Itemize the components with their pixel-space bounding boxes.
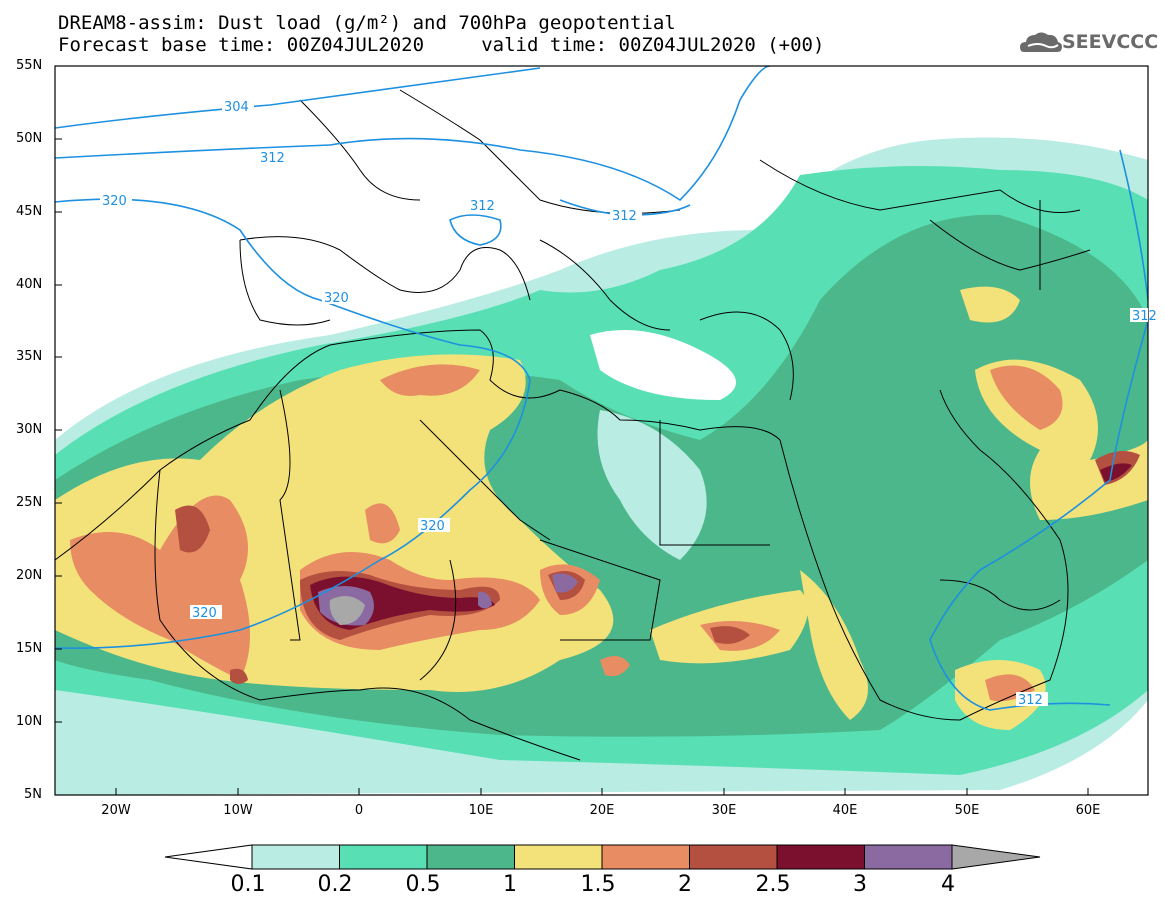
lat-label: 35N xyxy=(16,349,43,364)
map-title: DREAM8-assim: Dust load (g/m²) and 700hP… xyxy=(58,12,676,34)
seevccc-logo: SEEVCCC xyxy=(1062,31,1159,53)
lat-label: 40N xyxy=(16,277,43,292)
lat-label: 25N xyxy=(16,495,43,510)
cloud-icon xyxy=(1020,32,1062,52)
lon-label: 30E xyxy=(711,803,737,818)
lat-label: 55N xyxy=(16,58,43,73)
lat-label: 20N xyxy=(16,568,43,583)
lon-label: 0 xyxy=(354,803,364,818)
contour-label: 304 xyxy=(224,100,249,115)
lon-label: 10E xyxy=(468,803,494,818)
lon-label: 20W xyxy=(101,803,131,818)
contour-label: 320 xyxy=(420,519,445,534)
colorbar-label: 0.2 xyxy=(317,872,353,897)
colorbar-label: 0.1 xyxy=(230,872,266,897)
colorbar-label: 2.5 xyxy=(755,872,791,897)
lat-label: 15N xyxy=(16,641,43,656)
lat-label: 45N xyxy=(16,204,43,219)
lat-label: 5N xyxy=(24,787,42,802)
contour-label: 312 xyxy=(470,199,495,214)
contour-label: 320 xyxy=(324,291,349,306)
lon-label: 40E xyxy=(832,803,858,818)
lat-label: 10N xyxy=(16,714,43,729)
dust-level-1.5 xyxy=(70,495,250,680)
colorbar-label: 3 xyxy=(853,872,867,897)
colorbar-label: 1.5 xyxy=(580,872,616,897)
lon-label: 50E xyxy=(954,803,980,818)
contour-label: 320 xyxy=(192,606,217,621)
colorbar-label: 1 xyxy=(503,872,517,897)
lon-label: 20E xyxy=(589,803,615,818)
lon-label: 10W xyxy=(223,803,253,818)
contour-label: 320 xyxy=(102,194,127,209)
dust-level-4 xyxy=(329,596,365,625)
contour-label: 312 xyxy=(260,151,285,166)
forecast-time-line: Forecast base time: 00Z04JUL2020 valid t… xyxy=(58,34,825,56)
contour-label: 312 xyxy=(612,209,637,224)
colorbar-label: 2 xyxy=(678,872,692,897)
lat-label: 50N xyxy=(16,131,43,146)
colorbar-label: 4 xyxy=(941,872,955,897)
contour-label: 312 xyxy=(1018,693,1043,708)
lon-label: 60E xyxy=(1075,803,1101,818)
dust-level-2 xyxy=(175,505,210,553)
colorbar-label: 0.5 xyxy=(405,872,441,897)
lat-label: 30N xyxy=(16,422,43,437)
contour-label: 312 xyxy=(1132,309,1157,324)
